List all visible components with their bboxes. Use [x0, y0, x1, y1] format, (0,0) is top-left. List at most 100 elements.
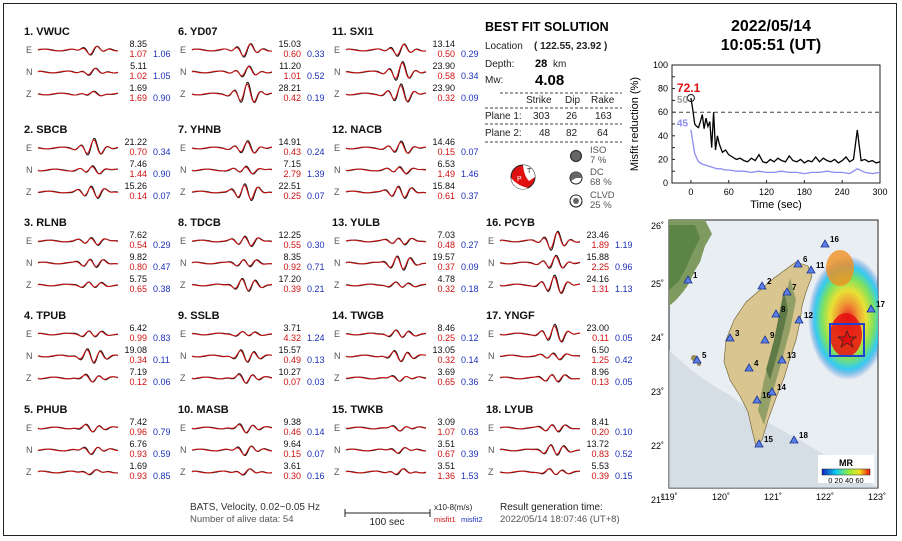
plane1-rake: 163 [595, 111, 612, 122]
misfit1-value: 1.49 [437, 169, 455, 179]
chart-annotation: 50 [677, 95, 689, 106]
chart-plot-area [671, 64, 881, 184]
plane1-strike: 303 [533, 111, 550, 122]
station-marker-icon: 7 [782, 283, 797, 296]
station-panel: 7. YHNB E 14.910.43 0.24 N 7.152.79 1.39 Z 22.51… [178, 124, 325, 202]
misfit1-value: 0.48 [437, 240, 455, 250]
station-name: 7. YHNB [178, 124, 221, 136]
amplitude-value: 7.19 [129, 367, 147, 377]
misfit1-value: 0.39 [283, 284, 301, 294]
station-name: 2. SBCB [24, 124, 67, 136]
synthetic-waveform [37, 330, 119, 337]
misfit1-value: 0.34 [129, 355, 147, 365]
amplitude-value: 6.50 [591, 345, 609, 355]
component-label: N [180, 258, 187, 268]
misfit2-value: 0.85 [153, 471, 171, 481]
misfit2-value: 0.07 [307, 449, 325, 459]
observed-waveform [37, 185, 119, 200]
misfit1-value: 0.07 [283, 377, 301, 387]
station-name: 8. TDCB [178, 217, 221, 229]
synthetic-waveform [191, 350, 273, 363]
amplitude-value: 15.26 [124, 181, 147, 191]
component-label: E [334, 329, 340, 339]
misfit2-value: 0.03 [307, 377, 325, 387]
mw-value: 4.08 [535, 72, 564, 89]
amplitude-value: 8.35 [283, 252, 301, 262]
misfit1-value: 0.13 [591, 377, 609, 387]
component-label: N [334, 67, 341, 77]
station-number: 6 [803, 255, 808, 264]
station-number: 3 [735, 329, 740, 338]
best-fit-solution: BEST FIT SOLUTION Location ( 122.55, 23.… [485, 20, 622, 211]
misfit1-value: 1.25 [591, 355, 609, 365]
x-tick-label: 180 [797, 187, 812, 197]
synthetic-waveform [345, 85, 426, 102]
observed-waveform [191, 183, 273, 202]
y-axis-label: Misfit reduction (%) [629, 77, 641, 171]
synthetic-waveform [345, 43, 427, 56]
misfit2-value: 0.21 [307, 284, 325, 294]
component-label: E [180, 143, 186, 153]
amplitude-value: 24.16 [586, 274, 609, 284]
misfit1-value: 0.54 [129, 240, 147, 250]
station-number: 10 [762, 391, 771, 400]
amplitude-value: 9.82 [129, 252, 147, 262]
misfit1-value: 0.65 [129, 284, 147, 294]
station-panel: 2. SBCB E 21.220.70 0.34 N 7.461.44 0.90 Z 15.26… [24, 124, 171, 201]
amplitude-value: 10.27 [278, 367, 301, 377]
amplitude-value: 23.46 [586, 230, 609, 240]
component-label: Z [180, 467, 186, 477]
station-number: 8 [781, 305, 786, 314]
misfit2-value: 0.05 [615, 377, 633, 387]
component-label: Z [488, 280, 494, 290]
component-label: E [488, 423, 494, 433]
misfit2-value: 0.27 [461, 240, 479, 250]
iso-icon [570, 150, 582, 162]
misfit2-value: 0.15 [615, 471, 633, 481]
amplitude-value: 13.14 [432, 39, 455, 49]
component-label: N [488, 351, 495, 361]
longitude-label: 119˚ [660, 492, 677, 502]
misfit2-value: 0.30 [307, 240, 325, 250]
synthetic-waveform [37, 424, 119, 433]
station-name: 6. YD07 [178, 26, 218, 38]
y-tick-label: 100 [653, 60, 668, 70]
synthetic-waveform [37, 186, 119, 199]
misfit2-value: 0.37 [461, 191, 479, 201]
synthetic-waveform [191, 445, 273, 456]
station-name: 14. TWGB [332, 310, 384, 322]
amplitude-value: 28.21 [278, 83, 301, 93]
station-panel: 16. PCYB E 23.461.89 1.19 N 15.882.25 0.96 Z 24.… [486, 217, 633, 294]
station-name: 15. TWKB [332, 404, 383, 416]
misfit2-value: 0.83 [153, 333, 171, 343]
x-tick-label: 60 [724, 187, 734, 197]
misfit1-value: 0.20 [591, 427, 609, 437]
amplitude-value: 9.64 [283, 439, 301, 449]
amplitude-value: 3.61 [283, 461, 301, 471]
chart-annotation: 45 [677, 118, 689, 129]
misfit2-value: 0.52 [307, 71, 325, 81]
component-label: Z [334, 467, 340, 477]
station-number: 14 [777, 383, 786, 392]
longitude-label: 122˚ [816, 492, 834, 502]
amplitude-value: 7.03 [437, 230, 455, 240]
station-number: 15 [764, 435, 773, 444]
chart-series [690, 97, 880, 175]
amplitude-value: 14.46 [432, 137, 455, 147]
misfit2-legend: misfit2 [461, 515, 483, 524]
misfit1-value: 0.46 [283, 427, 301, 437]
epicenter-star-icon [837, 330, 857, 348]
component-label: N [334, 165, 341, 175]
station-number: 12 [804, 311, 813, 320]
misfit1-value: 0.83 [591, 449, 609, 459]
misfit2-value: 1.13 [615, 284, 633, 294]
component-label: Z [334, 187, 340, 197]
y-tick-label: 0 [663, 178, 668, 188]
plane1-label: Plane 1: [485, 111, 522, 122]
synthetic-waveform [346, 329, 427, 338]
amplitude-value: 6.76 [129, 439, 147, 449]
x-tick-label: 120 [759, 187, 774, 197]
amplitude-value: 5.75 [129, 274, 147, 284]
